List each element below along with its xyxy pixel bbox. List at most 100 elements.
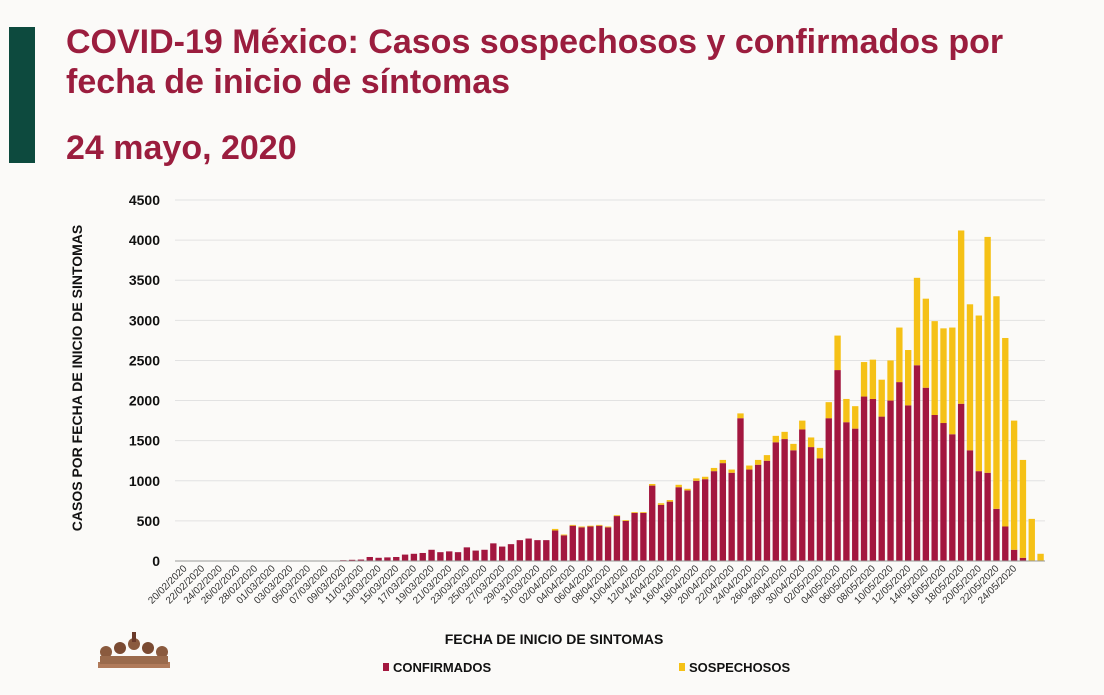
y-tick-label: 3000 [129,312,160,328]
bar-sospechosos [843,398,850,423]
bar-confirmados [843,422,850,561]
bar-confirmados [551,530,559,561]
bar-sospechosos [569,524,576,526]
bar-sospechosos [878,379,885,417]
bar-sospechosos [816,447,824,459]
bar-sospechosos [949,327,956,435]
bar-confirmados [631,512,638,561]
bar-confirmados [1010,549,1018,561]
bars [181,230,1044,561]
bar-confirmados [525,538,532,561]
bar-confirmados [437,552,444,561]
bar-confirmados [878,416,885,561]
bar-confirmados [446,551,453,561]
bar-confirmados [419,552,426,561]
legend-swatch-sospechosos [679,663,685,671]
bar-sospechosos [693,478,700,481]
bar-confirmados [754,464,762,561]
bar-confirmados [896,382,903,561]
bar-confirmados [763,460,771,561]
bar-sospechosos [790,443,797,451]
bar-sospechosos [1010,420,1018,550]
bar-confirmados [666,501,674,561]
bar-sospechosos [596,524,603,526]
bar-confirmados [375,557,382,561]
bar-confirmados [799,429,806,561]
bar-sospechosos [975,315,982,472]
bar-confirmados [949,434,956,561]
bar-confirmados [481,549,488,561]
bar-confirmados [649,485,656,561]
accent-bar [9,27,35,163]
bar-confirmados [781,439,788,561]
bar-confirmados [702,479,709,561]
bar-sospechosos [1037,553,1044,561]
y-tick-label: 2000 [129,393,160,409]
bar-confirmados [675,487,682,561]
bar-sospechosos [913,277,921,366]
bar-confirmados [869,398,877,561]
bar-sospechosos [993,296,1000,509]
bar-sospechosos [754,459,762,465]
bar-confirmados [737,418,744,561]
bar-sospechosos [649,483,656,486]
bar-confirmados [384,557,391,561]
bar-sospechosos [613,515,621,517]
bar-confirmados [887,400,894,561]
bar-confirmados [684,490,691,561]
bar-confirmados [578,527,585,561]
bar-confirmados [966,450,974,561]
bar-sospechosos [807,437,815,448]
y-axis-ticks: 0 500 1000 1500 2000 2500 3000 3500 4000 4500 [129,192,160,569]
bar-confirmados [807,447,815,561]
bar-sospechosos [922,298,930,388]
bar-sospechosos [746,465,753,470]
bar-sospechosos [931,321,938,415]
government-logo-icon [98,632,170,668]
bar-confirmados [860,396,868,561]
bar-sospechosos [852,406,859,429]
y-tick-label: 3500 [129,272,160,288]
y-tick-label: 4000 [129,232,160,248]
bar-confirmados [772,442,779,561]
bar-confirmados [410,553,418,561]
bar-sospechosos [710,467,718,472]
bar-sospechosos [825,402,832,419]
bar-sospechosos [737,413,744,419]
y-tick-label: 1000 [129,473,160,489]
bar-confirmados [746,469,753,561]
bar-confirmados [463,547,471,561]
bar-confirmados [728,472,735,561]
bar-sospechosos [905,350,912,406]
bar-confirmados [348,559,356,561]
legend-swatch-confirmados [383,663,389,671]
bar-confirmados [543,540,550,561]
bar-confirmados [490,543,497,561]
bar-confirmados [790,450,797,561]
page-title: COVID-19 México: Casos sospechosos y con… [66,23,1004,101]
bar-confirmados [913,365,921,561]
bar-confirmados [640,512,647,561]
bar-confirmados [393,556,400,561]
bar-sospechosos [984,236,991,473]
bar-sospechosos [799,420,806,430]
bar-sospechosos [966,304,974,451]
bar-confirmados [357,559,365,561]
bar-confirmados [498,546,506,561]
bar-confirmados [613,516,621,561]
x-axis-title: FECHA DE INICIO DE SINTOMAS [445,631,664,647]
bar-sospechosos [781,431,788,440]
bar-sospechosos [887,360,894,401]
x-axis-ticks: 20/02/202022/02/202024/02/202026/02/2020… [146,563,1019,606]
bar-sospechosos [578,526,585,528]
report-date: 24 mayo, 2020 [66,129,297,167]
bar-sospechosos [896,327,903,383]
bar-confirmados [560,535,568,561]
bar-sospechosos [957,230,965,404]
bar-confirmados [507,544,515,561]
bar-confirmados [852,428,859,561]
y-tick-label: 0 [152,553,160,569]
y-tick-label: 1500 [129,433,160,449]
bar-confirmados [401,554,409,561]
bar-confirmados [428,549,435,561]
